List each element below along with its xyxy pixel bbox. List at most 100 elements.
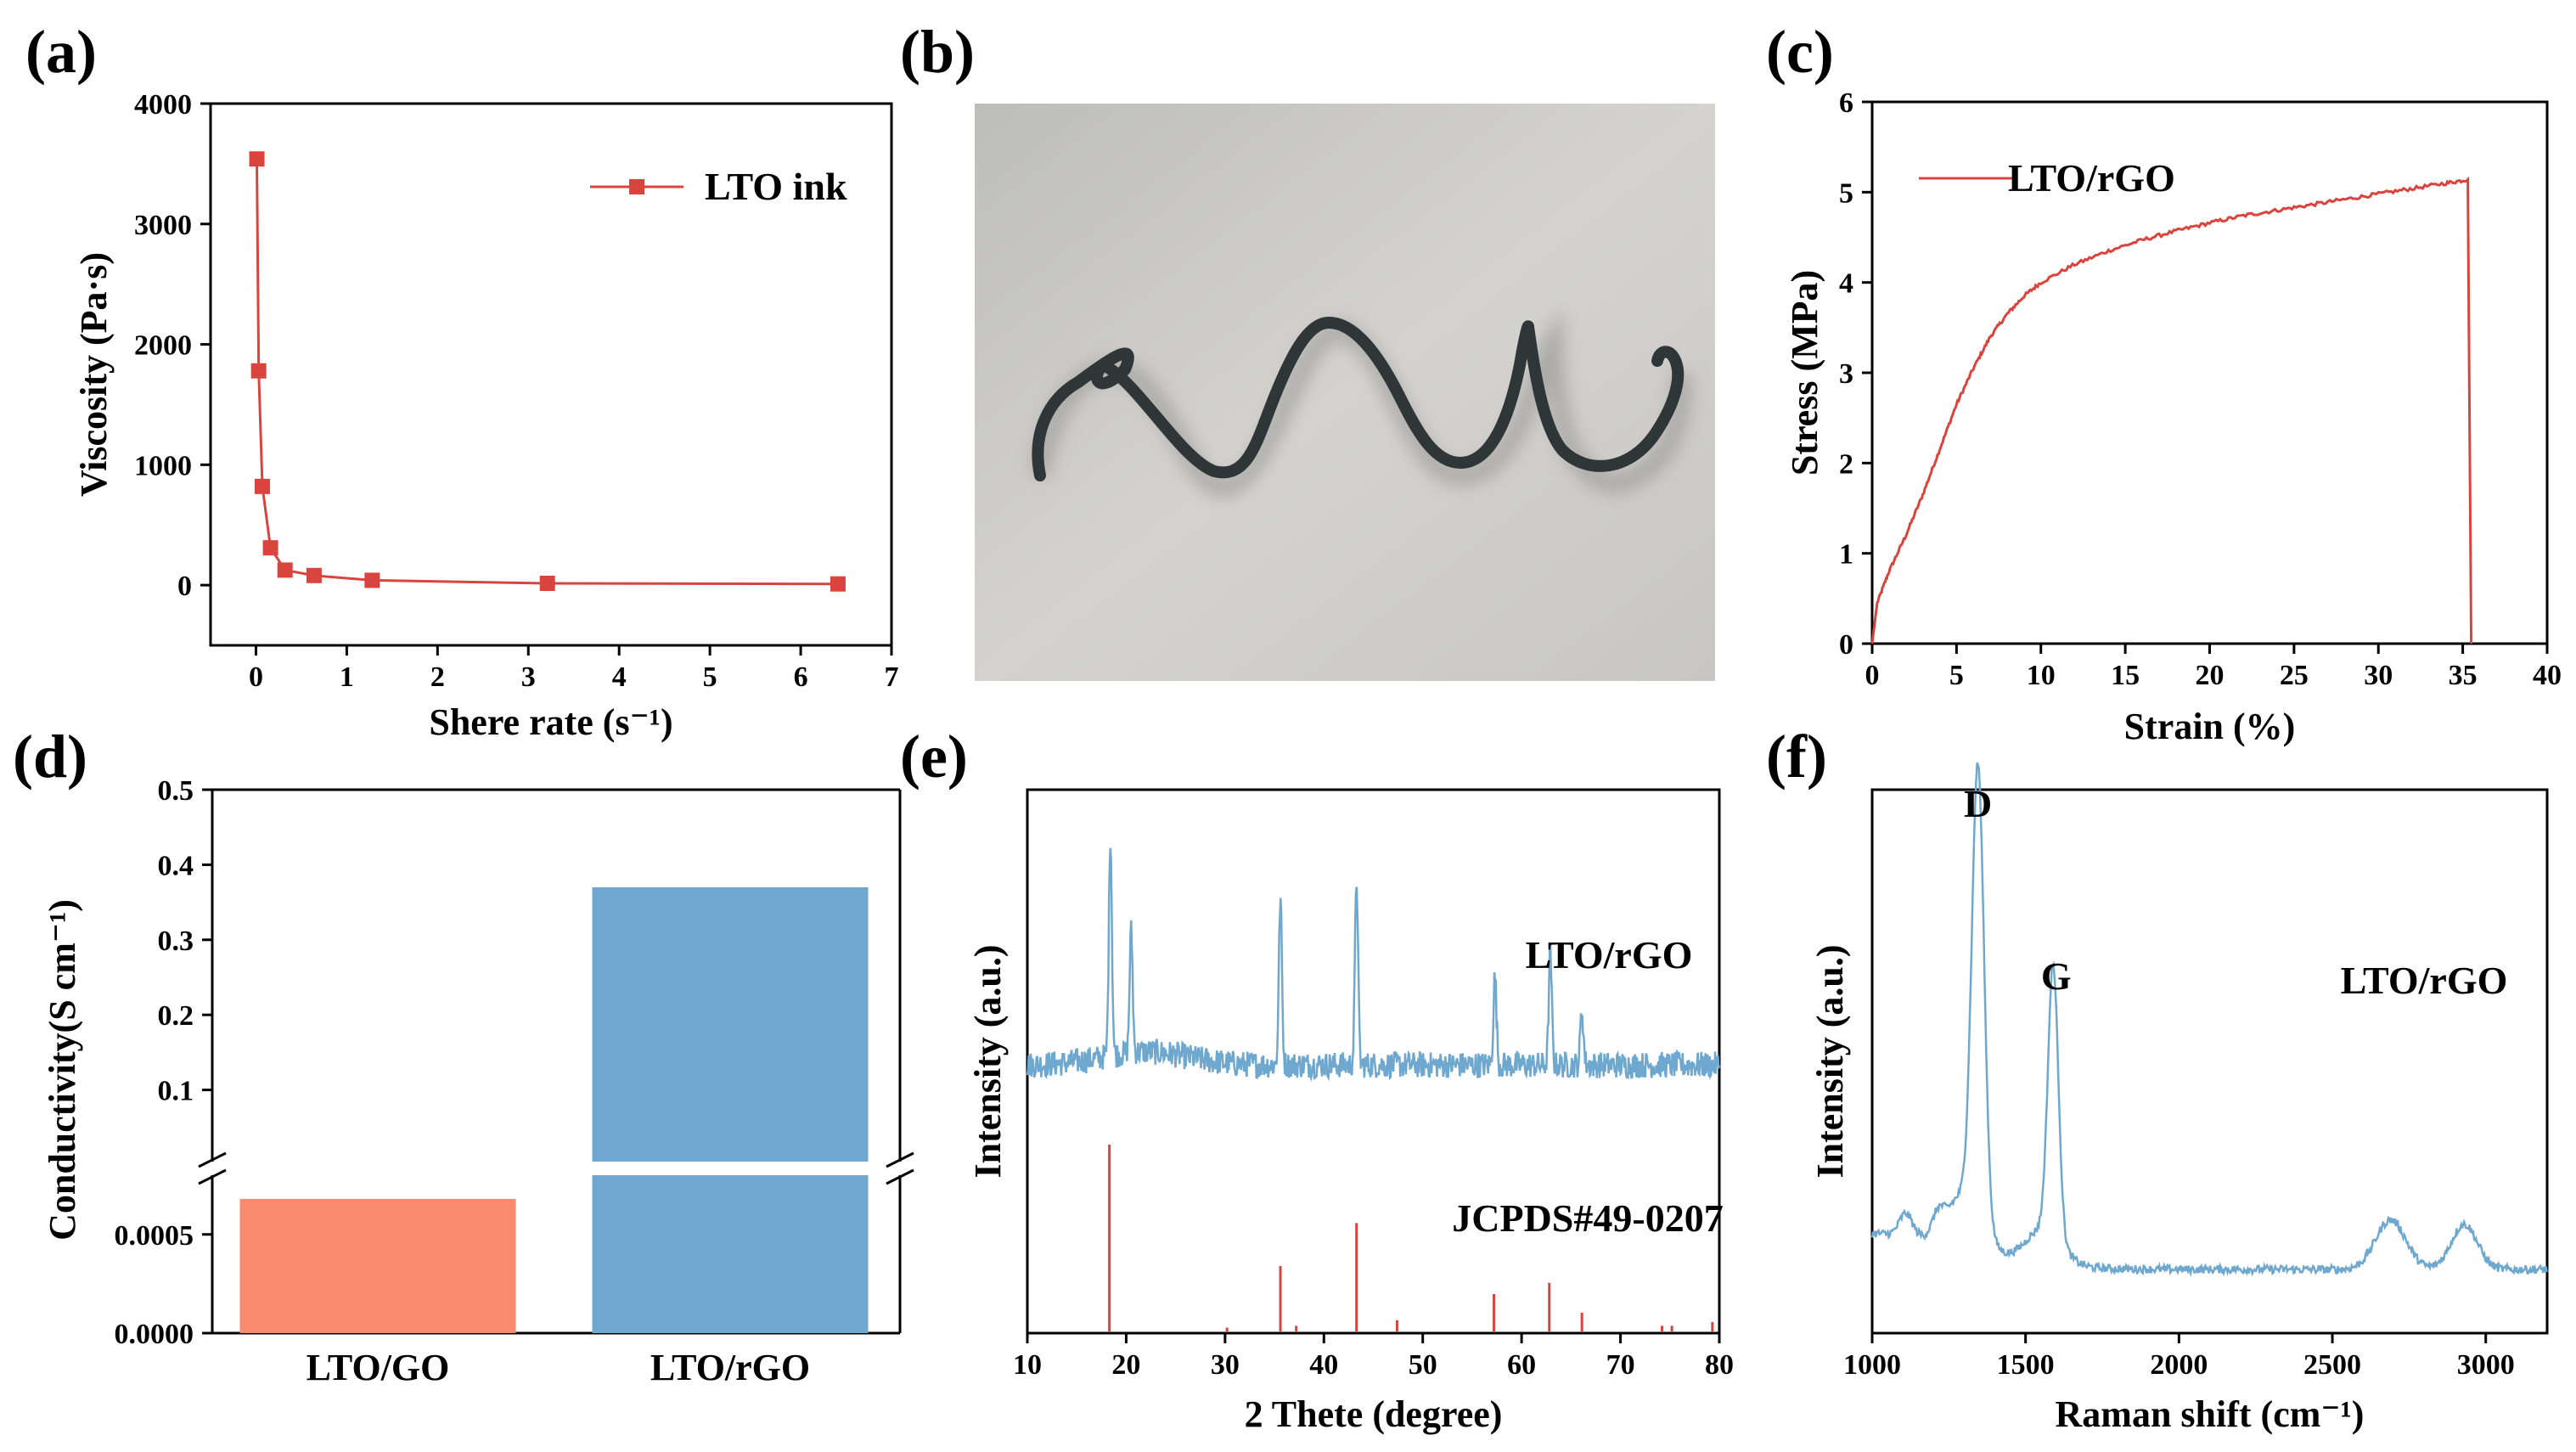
y-tick-label: 0.2 xyxy=(158,1000,194,1032)
y-tick-label: 0 xyxy=(1839,629,1853,661)
x-tick-label: 6 xyxy=(794,661,808,693)
y-tick-label: 0 xyxy=(177,571,192,602)
filament-spring xyxy=(1032,317,1685,481)
x-axis-title: 2 Thete (degree) xyxy=(1245,1393,1503,1435)
series-label-jcpds: JCPDS#49-0207 xyxy=(1452,1196,1723,1240)
series-label-lto-rgo: LTO/rGO xyxy=(1526,933,1693,976)
series-line-lto-ink xyxy=(256,159,838,586)
y-axis-title: Conductivity(S cm⁻¹) xyxy=(42,899,83,1241)
y-tick-label: 4 xyxy=(1839,268,1853,300)
panel-label-b: (b) xyxy=(900,18,975,86)
y-tick-label: 2000 xyxy=(134,330,192,362)
data-point xyxy=(539,575,555,591)
x-tick-label: 50 xyxy=(1409,1349,1437,1381)
x-tick-label: 10 xyxy=(1013,1349,1042,1381)
panel-label-c: (c) xyxy=(1766,18,1834,86)
data-point xyxy=(830,576,846,592)
x-tick-label: 30 xyxy=(1211,1349,1240,1381)
y-tick-label: 1 xyxy=(1839,539,1853,571)
panel-label-a: (a) xyxy=(25,18,97,86)
legend-label: LTO/rGO xyxy=(2008,156,2175,200)
data-point xyxy=(250,363,267,379)
x-tick-label: 4 xyxy=(612,661,627,693)
plot-frame xyxy=(209,102,893,647)
x-tick-label: 3 xyxy=(521,661,536,693)
x-axis-title: Shere rate (s⁻¹) xyxy=(429,701,672,743)
x-tick-label: 2500 xyxy=(2303,1349,2361,1381)
x-axis-title: Strain (%) xyxy=(2124,706,2296,747)
x-tick-label: 10 xyxy=(2027,660,2056,691)
series-line-lto-rgo xyxy=(1870,176,2473,644)
y-tick-label: 3 xyxy=(1839,358,1853,390)
peak-label-d: D xyxy=(1964,782,1992,825)
x-tick-label: 7 xyxy=(885,661,899,693)
chart-a: 0 1 2 3 4 5 6 7 0 1000 2000 3000 4000 Shere rate (s⁻¹… xyxy=(73,89,899,743)
x-tick-label: 15 xyxy=(2111,660,2140,691)
chart-c: 0 5 10 15 20 25 30 35 40 0 1 2 3 4 5 6 Strain (%) Stress … xyxy=(1784,87,2562,747)
legend-label: LTO ink xyxy=(705,165,847,208)
x-tick-label: 20 xyxy=(1111,1349,1140,1381)
chart-d: 0.1 0.2 0.3 0.4 0.5 0.0000 0.0005 Conductivity(… xyxy=(42,775,914,1388)
y-tick-label: 6 xyxy=(1839,87,1853,119)
x-tick-label: 0 xyxy=(1865,660,1880,691)
y-tick-label: 0.1 xyxy=(158,1076,194,1107)
y-tick-label: 3000 xyxy=(134,210,192,241)
photo-panel-b xyxy=(975,104,1715,681)
x-tick-label: 1 xyxy=(340,661,354,693)
data-point xyxy=(364,572,380,588)
bar-lto-go xyxy=(239,1198,516,1333)
data-point xyxy=(262,540,278,556)
panel-label-e: (e) xyxy=(900,723,968,791)
bar-lto-rgo-upper xyxy=(592,886,869,1162)
y-tick-label: 1000 xyxy=(134,450,192,481)
photo-background xyxy=(975,104,1715,681)
x-category-label: LTO/rGO xyxy=(650,1347,810,1388)
y-axis-title: Viscosity (Pa·s) xyxy=(73,252,115,497)
x-tick-label: 20 xyxy=(2196,660,2224,691)
xrd-trace-lto-rgo xyxy=(1026,847,1721,1083)
y-tick-label: 4000 xyxy=(134,89,192,121)
y-tick-label: 0.3 xyxy=(158,926,194,957)
chart-f: 1000 1500 2000 2500 3000 Raman shift (cm⁻¹) In… xyxy=(1809,762,2549,1435)
x-tick-label: 2000 xyxy=(2150,1349,2208,1381)
x-tick-label: 1500 xyxy=(1997,1349,2055,1381)
x-tick-label: 40 xyxy=(2533,660,2562,691)
series-label-lto-rgo: LTO/rGO xyxy=(2341,959,2508,1002)
x-tick-label: 40 xyxy=(1309,1349,1338,1381)
data-point xyxy=(277,562,293,578)
y-tick-label: 0.0000 xyxy=(115,1319,194,1350)
x-tick-label: 2 xyxy=(430,661,445,693)
y-tick-label: 0.0005 xyxy=(115,1220,194,1252)
peak-label-g: G xyxy=(2041,954,2072,998)
x-tick-label: 1000 xyxy=(1843,1349,1901,1381)
x-axis-title: Raman shift (cm⁻¹) xyxy=(2056,1393,2365,1435)
y-axis-title: Intensity (a.u.) xyxy=(967,944,1009,1178)
y-axis-title: Intensity (a.u.) xyxy=(1809,944,1851,1178)
x-tick-label: 5 xyxy=(1949,660,1964,691)
raman-trace-lto-rgo xyxy=(1870,762,2548,1278)
plot-frame xyxy=(1870,788,2549,1335)
y-tick-label: 0.5 xyxy=(158,775,194,807)
panel-label-f: (f) xyxy=(1766,723,1827,791)
y-axis-title: Stress (MPa) xyxy=(1784,270,1825,476)
legend-marker xyxy=(629,179,644,194)
chart-e: 10 20 30 40 50 60 70 80 2 Thete (degree) Intensit… xyxy=(967,788,1734,1435)
bar-lto-rgo-lower xyxy=(592,1175,869,1333)
x-tick-label: 30 xyxy=(2364,660,2393,691)
y-tick-label: 5 xyxy=(1839,177,1853,209)
x-tick-label: 35 xyxy=(2449,660,2478,691)
axis-break-mark xyxy=(886,1151,914,1168)
x-tick-label: 25 xyxy=(2280,660,2309,691)
axis-break-mark xyxy=(198,1151,227,1168)
data-point xyxy=(254,478,270,494)
data-point xyxy=(306,567,322,583)
y-tick-label: 2 xyxy=(1839,448,1853,480)
x-tick-label: 80 xyxy=(1705,1349,1734,1381)
x-tick-label: 5 xyxy=(703,661,717,693)
x-tick-label: 70 xyxy=(1606,1349,1635,1381)
y-tick-label: 0.4 xyxy=(158,850,194,881)
x-tick-label: 3000 xyxy=(2457,1349,2515,1381)
panel-label-d: (d) xyxy=(13,723,87,791)
data-point xyxy=(249,151,265,167)
